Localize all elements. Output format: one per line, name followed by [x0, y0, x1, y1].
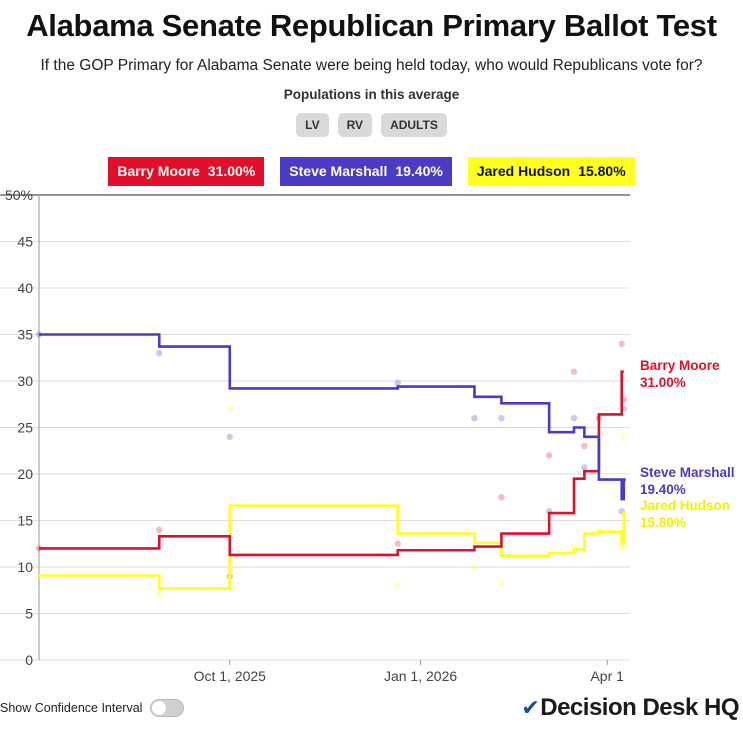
series-end-label: Jared Hudson: [640, 498, 730, 513]
poll-point: [618, 545, 625, 552]
poll-point: [471, 563, 478, 571]
poll-point: [620, 433, 627, 440]
legend-item-steve-marshall[interactable]: Steve Marshall 19.40%: [280, 157, 452, 186]
brand-name: Decision Desk HQ: [540, 694, 739, 721]
poll-point: [156, 526, 163, 533]
y-tick-label: 35: [17, 327, 33, 343]
poll-point: [471, 415, 478, 422]
series-end-value: 19.40%: [640, 482, 686, 497]
y-tick-label: 30: [17, 373, 33, 389]
checkmark-icon: ✔: [521, 695, 540, 720]
series-end-value: 15.80%: [640, 515, 686, 530]
y-tick-label: 10: [17, 559, 33, 575]
page-title: Alabama Senate Republican Primary Ballot…: [26, 8, 717, 43]
series-end-label: Barry Moore: [640, 358, 720, 373]
page-subtitle: If the GOP Primary for Alabama Senate we…: [40, 57, 703, 74]
legend-value: 31.00%: [207, 163, 256, 179]
legend-value: 15.80%: [578, 163, 626, 179]
y-tick-label: 15: [17, 513, 33, 529]
series-line-barry-moore: [39, 370, 624, 557]
y-tick-label: 45: [17, 234, 33, 250]
poll-point: [394, 582, 401, 589]
population-rv-button[interactable]: RV: [337, 113, 373, 137]
poll-point: [581, 442, 588, 450]
populations-filter: LV RV ADULTS: [0, 113, 743, 137]
series-line-steve-marshall: [39, 333, 626, 501]
confidence-interval-toggle[interactable]: [150, 699, 185, 717]
brand-logo: ✔ Decision Desk HQ: [521, 694, 739, 722]
series-end-value: 31.00%: [640, 375, 686, 390]
poll-point: [581, 464, 588, 471]
poll-point: [156, 591, 163, 599]
poll-point: [394, 540, 401, 547]
legend-name: Barry Moore: [117, 163, 200, 179]
poll-point: [226, 433, 233, 440]
confidence-interval-label: Show Confidence Interval: [0, 701, 143, 715]
series-line-jared-hudson: [39, 504, 626, 590]
population-lv-button[interactable]: LV: [296, 113, 329, 137]
poll-point: [570, 368, 578, 375]
legend-name: Jared Hudson: [476, 163, 571, 179]
legend-value: 19.40%: [395, 163, 443, 179]
y-tick-label: 0: [25, 652, 33, 668]
population-adults-button[interactable]: ADULTS: [381, 113, 447, 137]
poll-point: [498, 415, 505, 422]
legend-item-barry-moore[interactable]: Barry Moore 31.00%: [108, 157, 265, 186]
confidence-interval-control: Show Confidence Interval: [0, 699, 185, 717]
poll-point: [570, 415, 578, 422]
x-tick-label: Apr 1: [590, 668, 624, 684]
y-tick-label: 40: [17, 280, 33, 296]
poll-point: [498, 494, 505, 501]
poll-point: [156, 349, 163, 357]
poll-point: [498, 580, 505, 587]
chart-legend: Barry Moore 31.00% Steve Marshall 19.40% J…: [0, 157, 743, 186]
legend-name: Steve Marshall: [289, 163, 388, 179]
poll-point: [545, 452, 553, 459]
poll-point: [226, 405, 233, 413]
series-end-label: Steve Marshall: [640, 465, 735, 480]
poll-point: [618, 340, 625, 347]
legend-item-jared-hudson[interactable]: Jared Hudson 15.80%: [467, 157, 635, 186]
y-tick-label: 5: [25, 606, 33, 622]
toggle-knob: [152, 701, 167, 715]
poll-point: [394, 379, 401, 387]
y-tick-label: 25: [17, 420, 33, 436]
y-tick-label: 50%: [5, 187, 33, 203]
x-tick-label: Oct 1, 2025: [194, 668, 267, 684]
polling-average-chart: 0 5 10 15 20 25 30 35 40 45 50% Oct 1, 2025 Jan 1, 2…: [0, 187, 735, 684]
populations-label: Populations in this average: [283, 87, 460, 102]
y-tick-label: 20: [17, 466, 33, 482]
x-tick-label: Jan 1, 2026: [384, 668, 457, 684]
